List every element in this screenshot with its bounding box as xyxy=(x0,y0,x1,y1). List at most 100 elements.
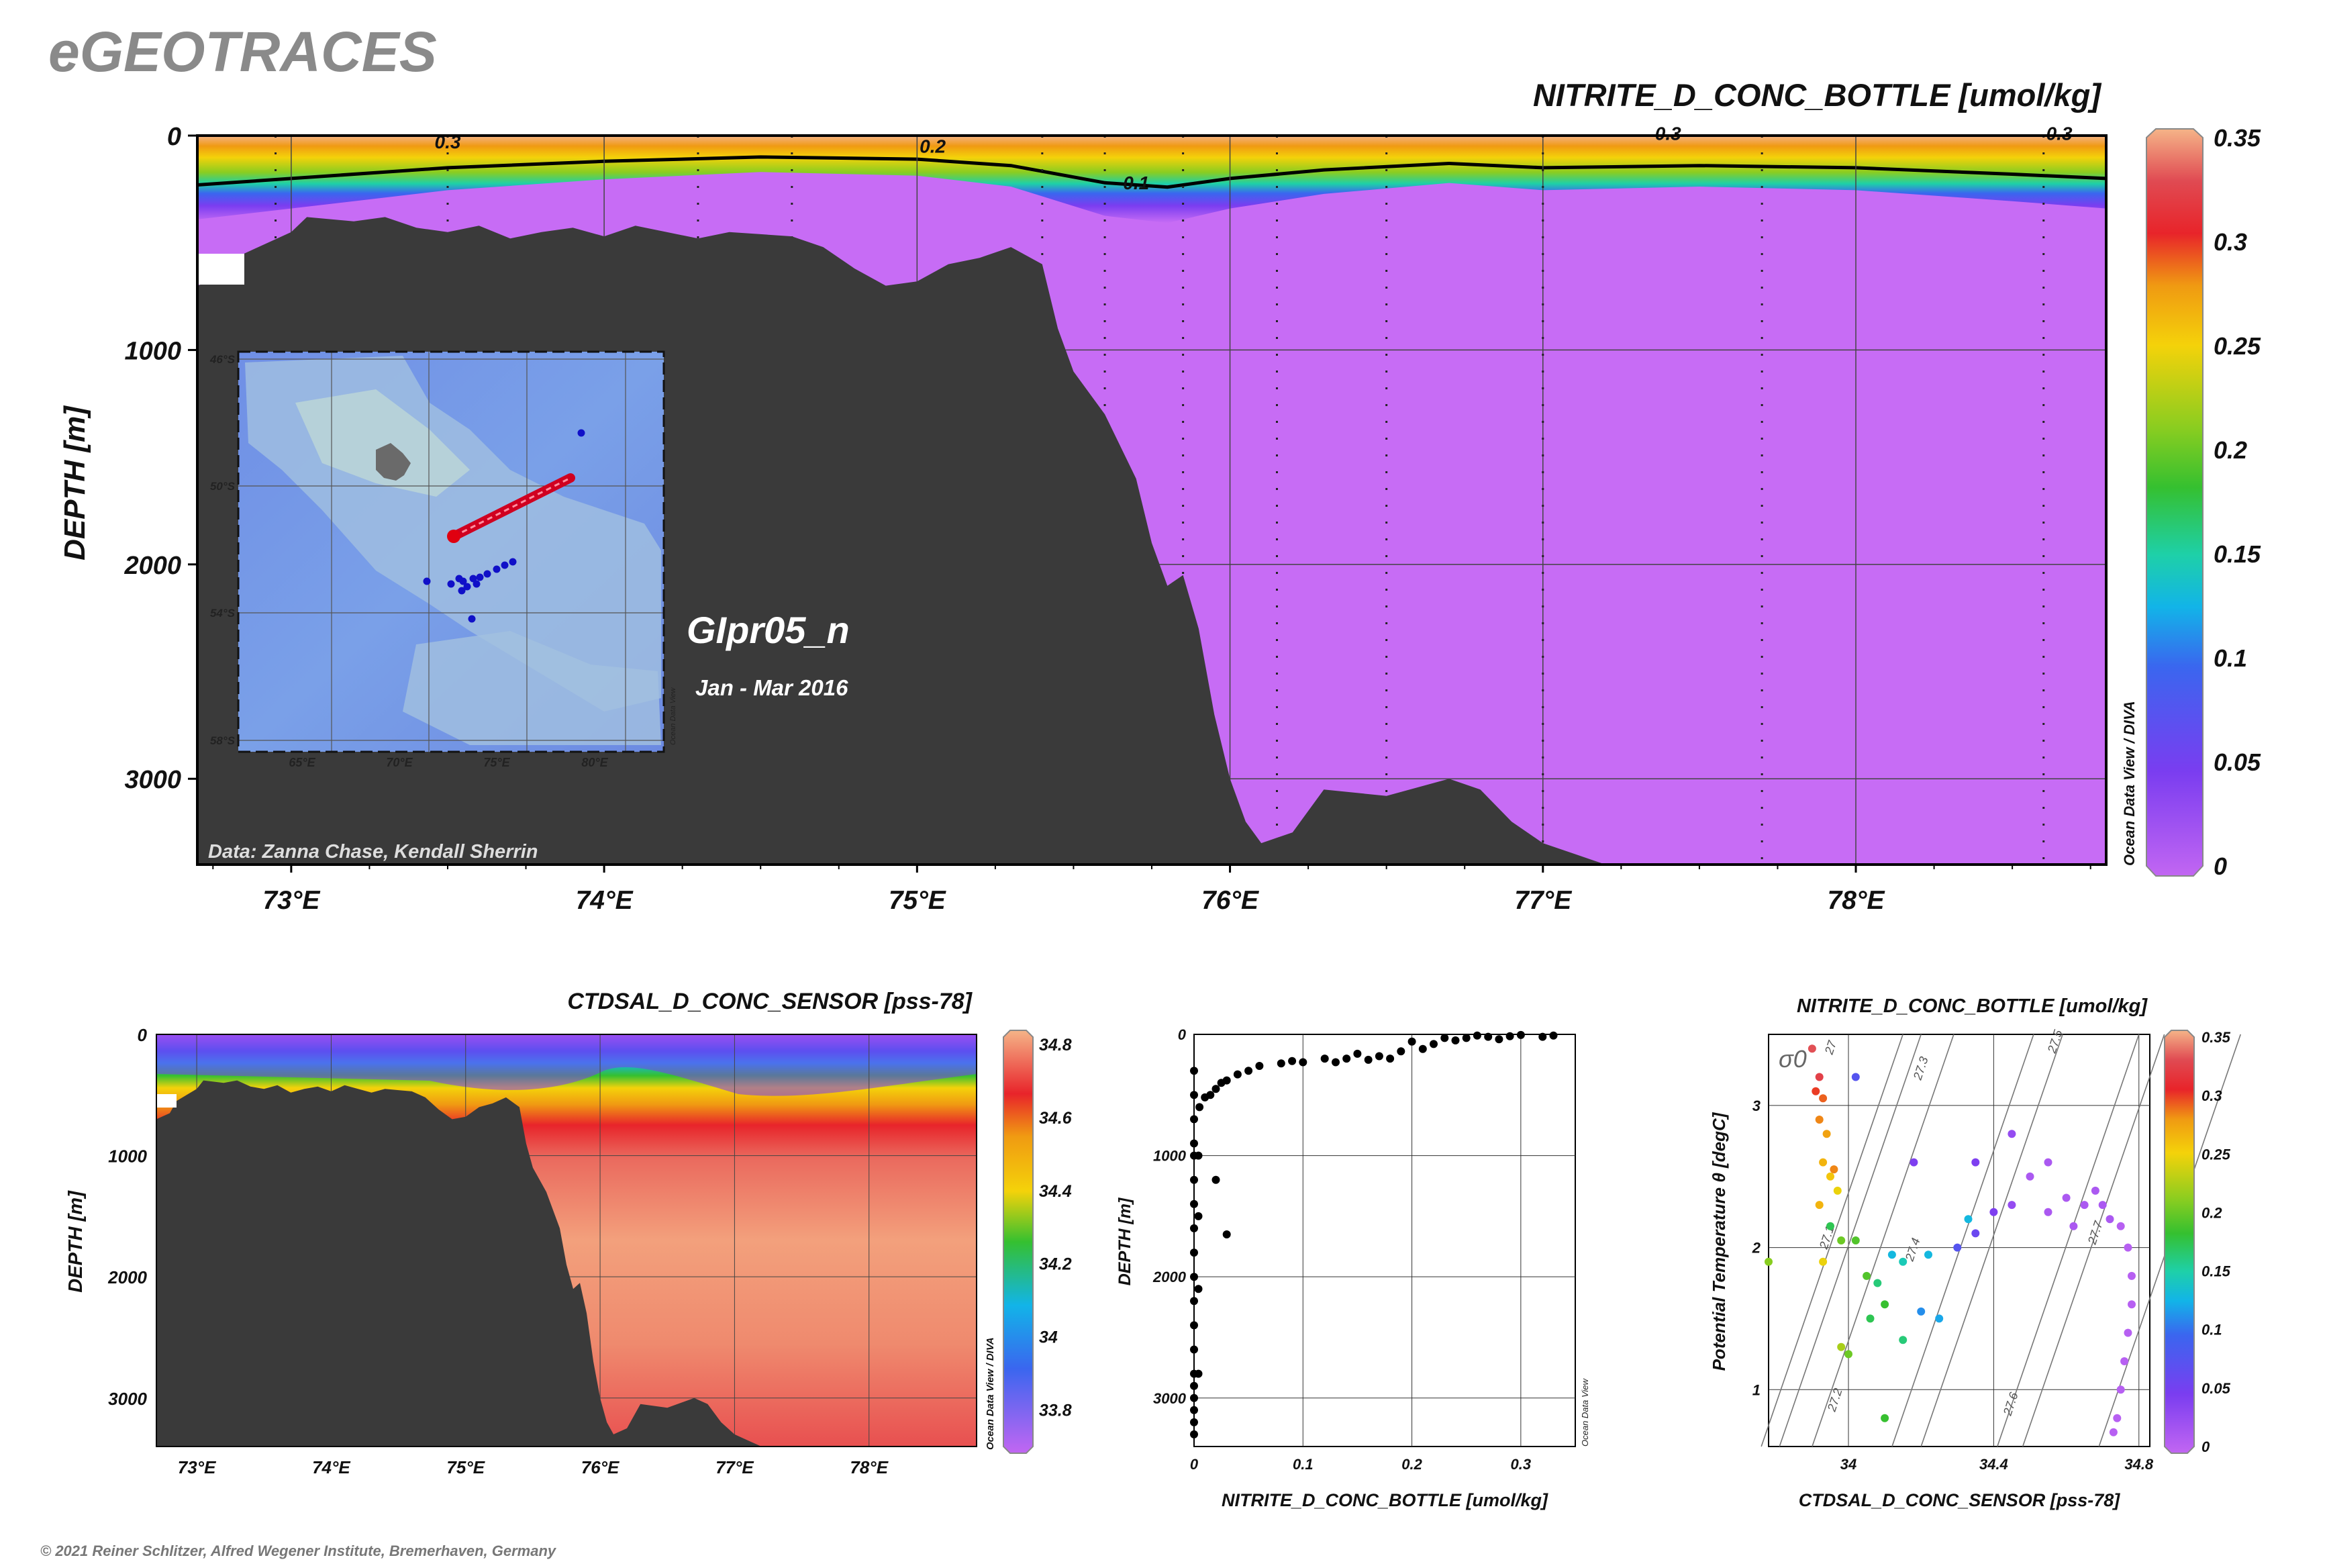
ts-point xyxy=(1971,1229,1980,1238)
salinity-colorbar-label: 33.8 xyxy=(1039,1402,1072,1420)
ts-colorbar-label: 0.15 xyxy=(2201,1263,2231,1280)
ts-isopycnal-line xyxy=(1997,1034,2140,1447)
ts-point xyxy=(1873,1279,1882,1287)
ts-isopycnal-line xyxy=(1812,1034,1954,1447)
inset-map-grid xyxy=(238,352,664,752)
salinity-x-tick-label: 75°E xyxy=(446,1457,485,1477)
ts-point xyxy=(1924,1251,1932,1259)
profile-point xyxy=(1222,1230,1231,1238)
ts-point xyxy=(1851,1073,1860,1081)
ts-point xyxy=(2008,1130,2016,1138)
section-name: GIpr05_n xyxy=(687,609,850,651)
ts-point xyxy=(2044,1158,2052,1167)
inset-map-lat-label: 46°S xyxy=(209,353,236,366)
ts-point xyxy=(2113,1414,2122,1422)
profile-y-tick-label: 3000 xyxy=(1153,1390,1187,1407)
inset-map-station-dot xyxy=(577,429,585,437)
ts-point xyxy=(1910,1158,1918,1167)
profile-point xyxy=(1255,1062,1264,1070)
salinity-x-tick-label: 78°E xyxy=(850,1457,888,1477)
inset-map-labels: 46°S 50°S 54°S 58°S 65°E 70°E 75°E 80°E xyxy=(209,353,609,769)
profile-point xyxy=(1194,1151,1203,1160)
salinity-x-ticks: 73°E 74°E 75°E 76°E 77°E 78°E xyxy=(178,1457,889,1477)
ts-point xyxy=(2124,1243,2132,1252)
profile-y-tick-label: 2000 xyxy=(1152,1269,1187,1285)
profile-point xyxy=(1211,1085,1220,1093)
profile-point xyxy=(1194,1285,1203,1293)
salinity-x-tick-label: 77°E xyxy=(715,1457,754,1477)
nitrite-contour-labels: 0.3 0.20.10.3 0.3 xyxy=(435,123,2073,193)
ts-point xyxy=(1917,1307,1926,1316)
profile-y-tick-label: 0 xyxy=(1178,1026,1187,1043)
profile-point xyxy=(1484,1032,1493,1041)
ts-point xyxy=(2116,1385,2125,1394)
ts-x-tick-label: 34 xyxy=(1840,1456,1856,1473)
ts-point xyxy=(2080,1201,2089,1210)
ts-point xyxy=(1808,1044,1816,1053)
ts-point xyxy=(1935,1314,1944,1323)
profile-point xyxy=(1190,1393,1198,1402)
nitrite-x-tick-label: 73°E xyxy=(262,886,320,915)
inset-map-lon-label: 70°E xyxy=(386,756,413,769)
profile-point xyxy=(1190,1175,1198,1184)
profile-point xyxy=(1190,1248,1198,1257)
profile-point xyxy=(1407,1037,1416,1046)
profile-point xyxy=(1244,1067,1253,1075)
ts-point xyxy=(1819,1158,1828,1167)
salinity-seafloor xyxy=(156,1080,762,1447)
profile-point xyxy=(1190,1199,1198,1208)
ts-colorbar-label: 0.25 xyxy=(2201,1146,2231,1163)
ts-isopycnal-line xyxy=(1891,1034,2034,1447)
ts-point xyxy=(2128,1300,2136,1309)
ts-point xyxy=(1837,1236,1846,1244)
salinity-colorbar-label: 34.6 xyxy=(1039,1109,1073,1128)
inset-map-station-dot xyxy=(468,615,476,623)
profile-point xyxy=(1386,1055,1395,1063)
profile-point xyxy=(1190,1273,1198,1281)
nitrite-y-tick-label: 1000 xyxy=(124,337,181,365)
nitrite-contour-label: 0.1 xyxy=(1123,173,1149,193)
ts-point xyxy=(1837,1342,1846,1351)
main-title: NITRITE_D_CONC_BOTTLE [umol/kg] xyxy=(1533,77,2101,113)
ts-point xyxy=(1863,1271,1871,1280)
nitrite-y-tick-label: 3000 xyxy=(124,766,181,794)
salinity-y-tick-label: 2000 xyxy=(107,1267,147,1287)
inset-map-shelf xyxy=(295,389,470,497)
profile-point xyxy=(1397,1047,1405,1056)
nitrite-y-tick-label: 0 xyxy=(167,123,181,151)
profile-point xyxy=(1299,1058,1307,1067)
inset-map-station-dot xyxy=(455,575,463,583)
copyright-footer: © 2021 Reiner Schlitzer, Alfred Wegener … xyxy=(40,1542,557,1559)
ts-point xyxy=(1819,1094,1828,1103)
ts-isopycnal-line xyxy=(1779,1034,1922,1447)
profile-point xyxy=(1364,1055,1373,1064)
nitrite-colorbar-label: 0.35 xyxy=(2214,124,2261,152)
nitrite-contour-label: 0.3 xyxy=(1655,123,1681,144)
nitrite-x-tick-label: 77°E xyxy=(1514,886,1572,915)
data-credit: Data: Zanna Chase, Kendall Sherrin xyxy=(208,841,538,863)
salinity-colorbar-label: 34.2 xyxy=(1039,1255,1072,1274)
inset-map-station-dot xyxy=(473,580,481,588)
ts-point xyxy=(2044,1208,2052,1216)
nitrite-surface-layer xyxy=(197,136,2106,224)
ts-point xyxy=(1881,1414,1889,1422)
salinity-missing-patch xyxy=(156,1094,177,1108)
nitrite-contour-label: 0.2 xyxy=(920,136,946,157)
ts-point xyxy=(1881,1300,1889,1309)
profile-y-axis-label: DEPTH [m] xyxy=(1116,1197,1134,1285)
profile-point xyxy=(1320,1055,1329,1063)
ts-colorbar-label: 0.1 xyxy=(2201,1322,2222,1338)
brand-logo: eGEOTRACES xyxy=(48,20,437,83)
inset-map-station-dot xyxy=(458,587,466,595)
salinity-odv-tag: Ocean Data View / DIVA xyxy=(985,1337,996,1450)
ts-x-ticks: 34 34.4 34.8 xyxy=(1840,1456,2154,1473)
inset-map-lon-label: 80°E xyxy=(581,756,608,769)
nitrite-contour-0.1 xyxy=(197,155,2106,189)
salinity-frame xyxy=(156,1034,977,1447)
profile-point xyxy=(1194,1369,1203,1378)
profile-point xyxy=(1277,1059,1285,1068)
nitrite-y-tick-label: 2000 xyxy=(123,552,181,580)
profile-point xyxy=(1505,1032,1514,1040)
inset-map-station-dot xyxy=(501,561,509,569)
